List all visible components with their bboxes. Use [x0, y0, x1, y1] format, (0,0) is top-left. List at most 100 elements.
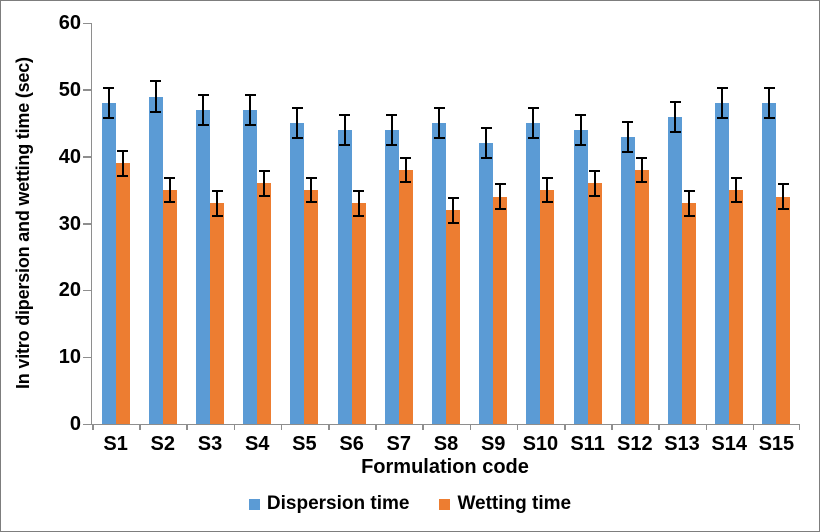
bar-dispersion-time-s3	[196, 109, 210, 424]
errorbar-line	[168, 178, 171, 202]
errorbar-dispersion-time-s4	[244, 93, 256, 126]
x-tick-mark-7	[422, 424, 424, 430]
x-tick-mark-10	[564, 424, 566, 430]
legend-item-dispersion-time: Dispersion time	[248, 493, 410, 515]
y-tick-mark-60	[83, 22, 91, 24]
legend-item-wetting-time: Wetting time	[439, 493, 571, 515]
y-tick-label-50: 50	[58, 78, 81, 101]
plot-area: 0 10 20 30 40 50 60 S1 S2 S3 S4 S5 S6 S7 S8 S9 S10 S11 S12…	[59, 12, 800, 454]
errorbar-dispersion-time-s6	[339, 113, 351, 146]
x-tick-label-s1: S1	[103, 433, 128, 455]
errorbar-line	[202, 95, 204, 124]
errorbar-dispersion-time-s10	[527, 107, 539, 140]
errorbar-line	[296, 109, 299, 138]
errorbar-line	[640, 158, 643, 182]
errorbar-line	[357, 192, 360, 215]
errorbar-wetting-time-s11	[589, 170, 601, 197]
errorbar-line	[154, 82, 157, 111]
bar-wetting-time-s2	[162, 190, 177, 424]
errorbar-line	[263, 172, 266, 195]
y-tick-label-10: 10	[58, 346, 81, 369]
errorbar-wetting-time-s5	[305, 176, 317, 204]
x-tick-mark-14	[752, 424, 755, 430]
y-tick-mark-40	[83, 156, 91, 158]
bar-dispersion-time-s11	[573, 129, 588, 424]
x-tick-label-s5: S5	[292, 433, 317, 455]
errorbar-dispersion-time-s8	[433, 107, 445, 140]
bar-dispersion-time-s14	[715, 103, 730, 424]
x-tick-label-s9: S9	[480, 433, 506, 455]
y-tick-label-20: 20	[58, 279, 81, 302]
bar-wetting-time-s15	[776, 196, 791, 424]
x-tick-label-s11: S11	[570, 433, 605, 455]
bar-dispersion-time-s7	[384, 129, 399, 424]
y-tick-mark-10	[83, 356, 91, 359]
errorbar-wetting-time-s1	[117, 150, 129, 177]
bar-wetting-time-s10	[540, 190, 555, 424]
x-tick-mark-13	[705, 424, 708, 430]
legend: Dispersion time Wetting time	[1, 493, 819, 515]
errorbar-line	[546, 178, 549, 202]
x-tick-mark-12	[658, 424, 660, 430]
errorbar-wetting-time-s6	[353, 190, 365, 217]
errorbar-line	[579, 115, 582, 144]
x-tick-label-s7: S7	[386, 433, 412, 455]
y-tick-mark-30	[83, 223, 91, 225]
x-tick-mark-4	[280, 424, 283, 430]
x-tick-label-s3: S3	[197, 433, 223, 455]
legend-swatch-dispersion-time	[248, 498, 260, 510]
errorbar-line	[688, 192, 690, 215]
errorbar-dispersion-time-s11	[575, 113, 587, 146]
x-tick-mark-1	[139, 424, 141, 430]
y-tick-label-0: 0	[69, 413, 81, 435]
errorbar-line	[249, 95, 252, 124]
errorbar-line	[593, 172, 596, 195]
bar-wetting-time-s4	[257, 183, 272, 424]
legend-label-dispersion-time: Dispersion time	[266, 493, 410, 514]
errorbar-wetting-time-s8	[447, 196, 459, 224]
bar-wetting-time-s5	[304, 190, 319, 424]
x-tick-label-s12: S12	[616, 433, 653, 455]
bar-dispersion-time-s5	[290, 123, 305, 424]
bar-dispersion-time-s8	[432, 123, 446, 424]
errorbar-line	[485, 129, 488, 158]
bar-wetting-time-s8	[446, 210, 460, 424]
errorbar-line	[674, 102, 676, 131]
y-tick-label-30: 30	[58, 212, 81, 235]
errorbar-dispersion-time-s7	[386, 113, 398, 146]
errorbar-dispersion-time-s1	[103, 87, 115, 120]
y-tick-label-60: 60	[58, 12, 81, 34]
errorbar-wetting-time-s3	[211, 190, 223, 217]
bar-dispersion-time-s13	[668, 116, 682, 424]
errorbar-line	[343, 115, 346, 144]
errorbar-dispersion-time-s2	[150, 80, 162, 113]
errorbar-wetting-time-s12	[636, 156, 648, 184]
errorbar-wetting-time-s14	[730, 176, 742, 204]
x-tick-mark-5	[328, 424, 330, 430]
bar-wetting-time-s14	[729, 190, 744, 424]
y-axis-title: In vitro dipersion and wetting time (sec…	[13, 57, 33, 390]
bar-wetting-time-s9	[493, 196, 508, 424]
x-axis-title: Formulation code	[361, 456, 529, 478]
legend-swatch-wetting-time	[439, 498, 451, 510]
bar-dispersion-time-s2	[148, 96, 163, 424]
x-tick-label-s13: S13	[664, 433, 700, 455]
errorbar-dispersion-time-s3	[197, 93, 209, 126]
y-tick-mark-20	[83, 289, 91, 292]
bar-dispersion-time-s9	[479, 143, 494, 424]
errorbar-line	[452, 198, 454, 222]
x-tick-mark-3	[233, 424, 236, 430]
bar-wetting-time-s11	[587, 183, 602, 424]
errorbar-line	[438, 109, 440, 138]
bar-wetting-time-s1	[115, 163, 130, 424]
errorbar-wetting-time-s13	[683, 190, 695, 217]
errorbar-line	[216, 192, 218, 215]
errorbar-wetting-time-s7	[400, 156, 412, 184]
x-tick-label-s6: S6	[339, 433, 364, 455]
errorbar-line	[121, 152, 124, 175]
x-tick-label-s4: S4	[244, 433, 270, 455]
y-tick-label-40: 40	[58, 145, 81, 168]
x-tick-mark-9	[516, 424, 519, 430]
bar-dispersion-time-s6	[337, 129, 352, 424]
